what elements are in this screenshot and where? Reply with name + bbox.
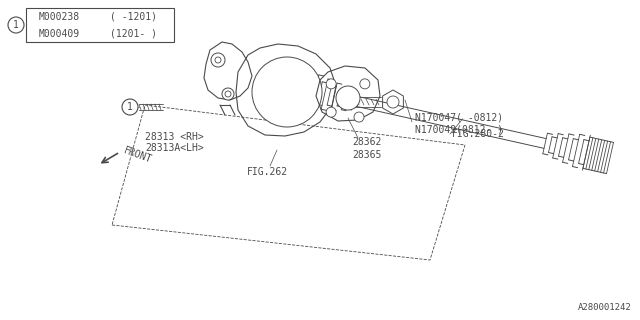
Text: 28362: 28362 xyxy=(352,137,381,147)
Circle shape xyxy=(211,53,225,67)
Text: (1201- ): (1201- ) xyxy=(109,28,157,38)
Circle shape xyxy=(326,107,336,117)
Circle shape xyxy=(222,88,234,100)
Text: FRONT: FRONT xyxy=(122,145,153,165)
Text: 1: 1 xyxy=(13,20,19,30)
Text: FIG.280-2: FIG.280-2 xyxy=(452,129,505,139)
Circle shape xyxy=(387,96,399,108)
Text: 28313A<LH>: 28313A<LH> xyxy=(145,143,204,153)
Circle shape xyxy=(360,79,370,89)
Text: ( -1201): ( -1201) xyxy=(109,12,157,21)
Text: 1: 1 xyxy=(127,102,133,112)
Text: A280001242: A280001242 xyxy=(579,303,632,313)
Circle shape xyxy=(326,79,336,89)
Circle shape xyxy=(354,112,364,122)
Bar xyxy=(26,8,174,42)
Text: FIG.262: FIG.262 xyxy=(246,167,287,177)
Text: M000409: M000409 xyxy=(38,28,79,38)
Circle shape xyxy=(225,91,231,97)
Circle shape xyxy=(252,57,322,127)
Text: 28313 <RH>: 28313 <RH> xyxy=(145,132,204,142)
Text: N170049(0812- ): N170049(0812- ) xyxy=(415,124,503,134)
Text: M000238: M000238 xyxy=(38,12,79,21)
Circle shape xyxy=(122,99,138,115)
Circle shape xyxy=(215,57,221,63)
Circle shape xyxy=(336,86,360,110)
Circle shape xyxy=(8,17,24,33)
Text: N170047( -0812): N170047( -0812) xyxy=(415,112,503,122)
Text: 28365: 28365 xyxy=(352,150,381,160)
